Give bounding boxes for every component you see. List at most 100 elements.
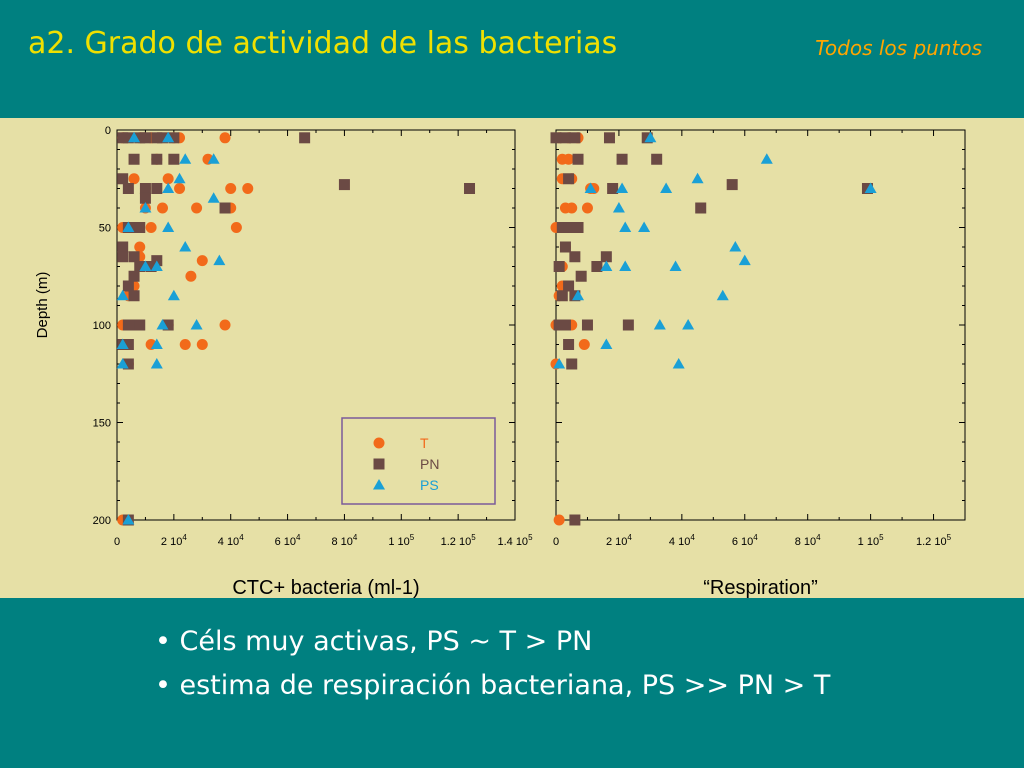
data-point-pn xyxy=(134,261,146,272)
y-tick-label: 200 xyxy=(93,515,111,527)
data-point-t xyxy=(145,222,157,233)
data-point-pn xyxy=(156,132,168,144)
data-point-ps xyxy=(600,260,613,271)
data-point-pn xyxy=(572,153,584,165)
data-point-pn xyxy=(569,251,581,263)
data-point-ps xyxy=(600,338,613,349)
data-point-t xyxy=(563,153,575,165)
data-point-pn xyxy=(122,358,134,370)
data-point-t xyxy=(553,514,565,526)
data-point-ps xyxy=(213,254,226,266)
data-point-pn xyxy=(464,183,476,194)
x-tick-label: 1.2 105 xyxy=(916,533,952,548)
legend-box xyxy=(341,417,496,505)
data-point-pn xyxy=(559,241,571,253)
data-point-ps xyxy=(162,221,175,232)
x-tick-label: 1.2 105 xyxy=(441,533,477,548)
data-point-pn xyxy=(168,132,180,144)
x-tick-label: 2 104 xyxy=(606,533,632,548)
data-point-pn xyxy=(117,251,129,263)
data-point-pn xyxy=(553,319,565,331)
data-point-t xyxy=(185,270,197,282)
data-point-ps xyxy=(162,182,175,193)
data-point-pn xyxy=(162,319,174,331)
data-point-pn xyxy=(600,251,612,263)
data-point-ps xyxy=(612,202,625,213)
data-point-t xyxy=(174,183,186,194)
legend-label-pn: PN xyxy=(420,456,439,472)
data-point-t xyxy=(566,202,578,214)
data-point-pn xyxy=(145,261,157,272)
data-point-pn xyxy=(569,132,581,144)
legend-label-t: T xyxy=(420,435,429,451)
data-point-pn xyxy=(651,153,663,165)
slide-subtitle: Todos los puntos xyxy=(815,36,982,60)
data-point-t xyxy=(219,132,231,144)
x-tick-label: 4 104 xyxy=(669,533,695,548)
data-point-pn xyxy=(556,222,568,233)
data-point-ps xyxy=(173,172,186,184)
data-point-pn xyxy=(566,358,578,370)
x-tick-label: 1.4 105 xyxy=(497,533,533,548)
data-point-ps xyxy=(162,131,175,143)
data-point-pn xyxy=(117,241,129,253)
data-point-t xyxy=(162,173,174,185)
data-point-t xyxy=(191,202,203,214)
data-point-pn xyxy=(122,339,134,350)
legend-label-ps: PS xyxy=(420,477,439,493)
y-tick-label: 0 xyxy=(105,125,111,137)
chart-panel: 0 50 100 150 200 0 2 104 4 104 6 104 8 104 1 105 1.… xyxy=(0,118,1024,599)
x-tick-label: 0 xyxy=(553,536,559,548)
data-point-ps xyxy=(644,131,657,143)
data-point-ps xyxy=(653,319,666,330)
data-point-pn xyxy=(134,132,146,144)
bullet-list: • Céls muy activas, PS ~ T > PN • estima… xyxy=(155,620,830,708)
data-point-ps xyxy=(116,289,129,301)
chart-2: 0 2 104 4 104 6 104 8 104 1 105 1.2 105 “Respir… xyxy=(550,129,966,599)
data-point-pn xyxy=(726,179,738,191)
data-point-t xyxy=(156,202,168,214)
data-point-pn xyxy=(139,183,151,194)
data-point-t xyxy=(578,339,590,350)
data-point-pn xyxy=(581,319,593,331)
data-point-ps xyxy=(672,358,685,369)
legend-marker-ps xyxy=(373,479,385,490)
data-point-ps xyxy=(179,241,192,252)
x-tick-label: 2 104 xyxy=(161,533,187,548)
x-axis-label: “Respiration” xyxy=(703,577,817,598)
data-point-ps xyxy=(553,358,566,369)
data-point-pn xyxy=(122,319,134,331)
x-tick-label: 6 104 xyxy=(275,533,301,548)
data-point-ps xyxy=(729,241,742,252)
y-tick-label: 50 xyxy=(99,223,111,235)
y-tick-label: 100 xyxy=(93,320,111,332)
data-point-t xyxy=(219,319,231,331)
data-point-ps xyxy=(584,182,597,193)
data-point-pn xyxy=(591,261,603,272)
data-point-ps xyxy=(738,254,751,266)
data-point-ps xyxy=(638,221,651,232)
data-point-pn xyxy=(117,132,129,144)
data-point-ps xyxy=(116,358,129,369)
data-point-pn xyxy=(563,339,575,350)
data-point-pn xyxy=(151,132,163,144)
data-point-pn xyxy=(117,173,129,185)
data-point-pn xyxy=(134,222,146,233)
data-point-t xyxy=(134,241,146,253)
bullet-item-1: • Céls muy activas, PS ~ T > PN xyxy=(155,626,593,657)
series-ps xyxy=(553,131,877,369)
data-point-ps xyxy=(167,289,180,301)
data-point-ps xyxy=(190,319,203,330)
data-point-pn xyxy=(569,514,581,526)
data-point-ps xyxy=(619,221,632,232)
data-point-t xyxy=(225,183,237,194)
data-point-t xyxy=(179,339,191,350)
data-point-ps xyxy=(682,319,695,330)
x-tick-label: 6 104 xyxy=(732,533,758,548)
data-point-ps xyxy=(128,131,141,143)
data-point-pn xyxy=(563,173,575,185)
legend-marker-t xyxy=(373,437,385,449)
data-point-pn xyxy=(128,251,140,263)
legend: T PN PS xyxy=(341,417,496,505)
